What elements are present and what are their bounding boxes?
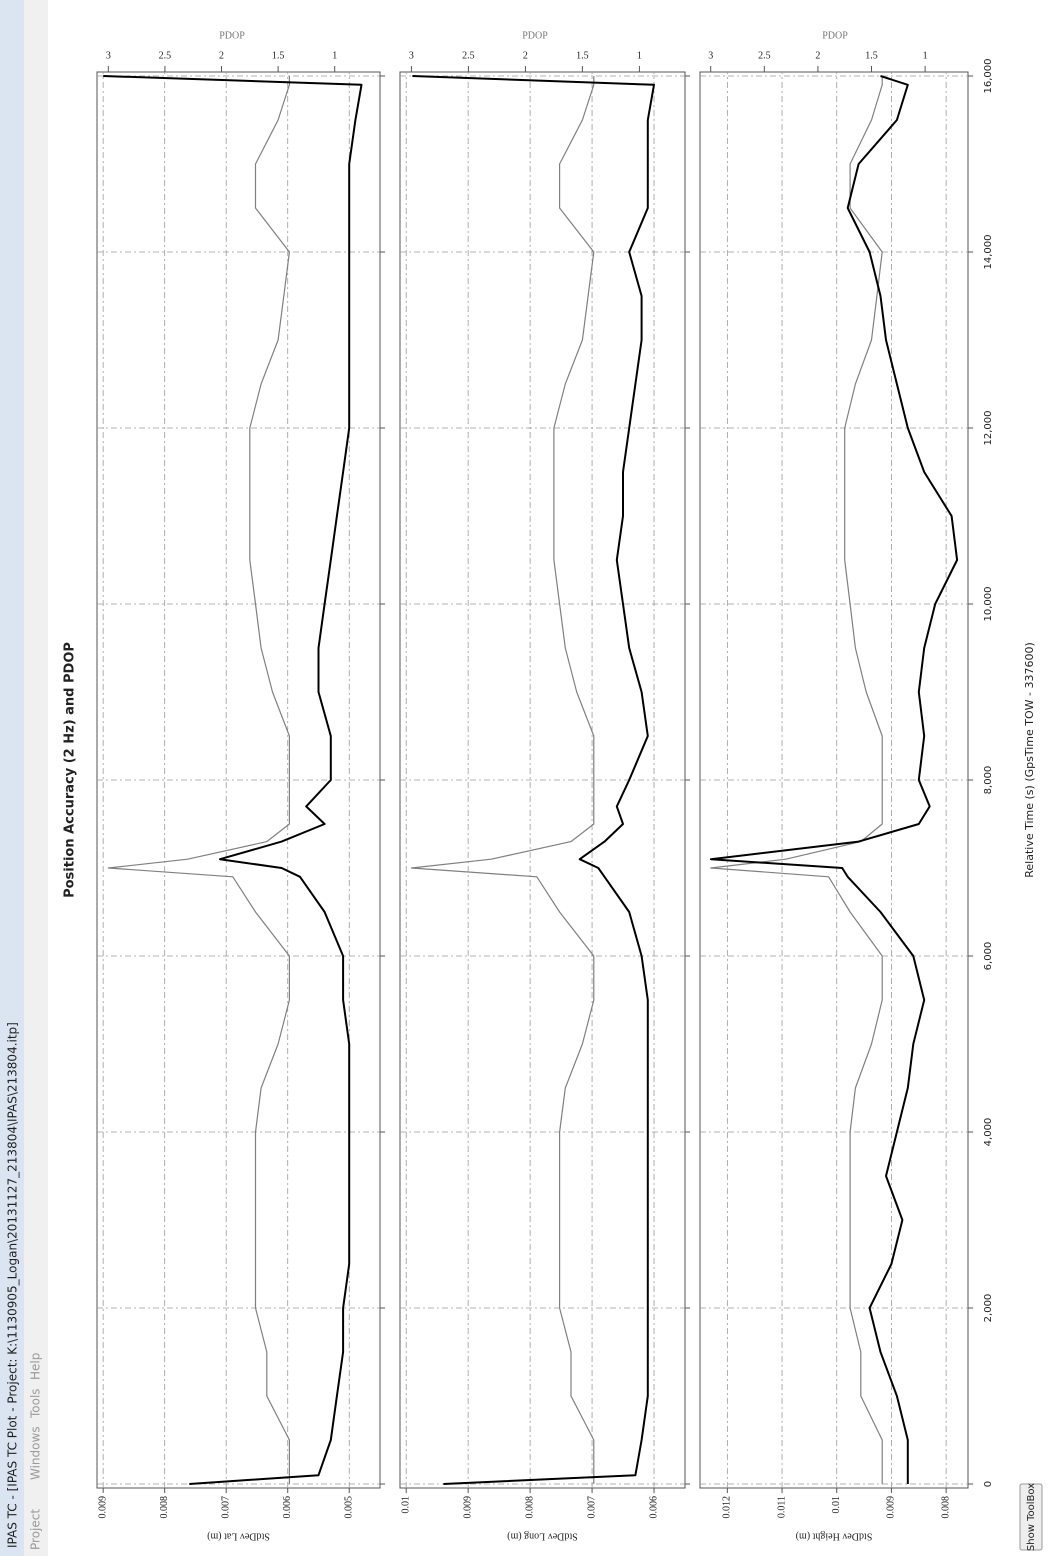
y2-tick-label: 1.5	[272, 50, 285, 61]
x-tick-label: 4,000	[983, 1118, 994, 1147]
y-axis-label: StdDev Lat (m)	[207, 1531, 270, 1542]
menu-item[interactable]: Tools	[29, 1388, 43, 1419]
x-tick-label: 6,000	[983, 942, 994, 971]
y2-tick-label: 1	[637, 50, 642, 61]
y2-tick-label: 1	[332, 50, 337, 61]
y2-tick-label: 3	[708, 50, 713, 61]
toolbox-button-label[interactable]: Show ToolBox	[1026, 1483, 1037, 1551]
x-tick-label: 0	[983, 1481, 994, 1487]
x-tick-label: 16,000	[983, 59, 994, 94]
y2-tick-label: 2	[219, 50, 224, 61]
y2-tick-label: 2	[815, 50, 820, 61]
window-title: IPAS TC - [IPAS TC Plot - Project: K:\11…	[6, 1022, 20, 1548]
y-tick-label: 0.008	[159, 1496, 170, 1519]
menu-bar	[24, 0, 48, 1556]
y2-tick-label: 1	[923, 50, 928, 61]
y2-tick-label: 2.5	[462, 50, 475, 61]
y-tick-label: 0.007	[586, 1496, 597, 1519]
y2-tick-label: 2.5	[159, 50, 172, 61]
y-tick-label: 0.012	[722, 1496, 733, 1519]
app-window: IPAS TC - [IPAS TC Plot - Project: K:\11…	[0, 0, 1052, 1556]
y-axis-label: StdDev Long (m)	[507, 1531, 578, 1542]
y2-tick-label: 3	[409, 50, 414, 61]
x-tick-label: 10,000	[983, 587, 994, 622]
y-tick-label: 0.006	[282, 1496, 293, 1519]
y2-tick-label: 1.5	[576, 50, 589, 61]
y2-tick-label: 1.5	[865, 50, 878, 61]
y-tick-label: 0.005	[344, 1496, 355, 1519]
figure-title: Position Accuracy (2 Hz) and PDOP	[63, 642, 78, 898]
x-tick-label: 8,000	[983, 766, 994, 795]
y2-axis-label: PDOP	[822, 30, 848, 41]
x-tick-label: 2,000	[983, 1294, 994, 1323]
y-tick-label: 0.01	[831, 1496, 842, 1514]
y2-axis-label: PDOP	[219, 30, 245, 41]
y2-axis-label: PDOP	[522, 30, 548, 41]
x-tick-label: 12,000	[983, 411, 994, 446]
y-tick-label: 0.011	[776, 1496, 787, 1518]
y-tick-label: 0.01	[400, 1496, 411, 1514]
x-axis-label: Relative Time (s) (GpsTime TOW - 337600)	[1023, 642, 1036, 878]
y-tick-label: 0.008	[940, 1496, 951, 1519]
y-tick-label: 0.009	[97, 1496, 108, 1519]
menu-item[interactable]: Windows	[29, 1426, 43, 1480]
y2-tick-label: 2	[523, 50, 528, 61]
y-tick-label: 0.009	[462, 1496, 473, 1519]
y-axis-label: StdDev Height (m)	[796, 1531, 873, 1542]
menu-item[interactable]: Project	[29, 1509, 43, 1550]
y-tick-label: 0.007	[220, 1496, 231, 1519]
x-tick-label: 14,000	[983, 235, 994, 270]
y2-tick-label: 2.5	[758, 50, 771, 61]
menu-item[interactable]: Help	[29, 1353, 43, 1380]
y2-tick-label: 3	[106, 50, 111, 61]
y-tick-label: 0.009	[886, 1496, 897, 1519]
y-tick-label: 0.008	[524, 1496, 535, 1519]
y-tick-label: 0.006	[648, 1496, 659, 1519]
page: { "window": { "title": "IPAS TC - [IPAS …	[0, 0, 1052, 1556]
